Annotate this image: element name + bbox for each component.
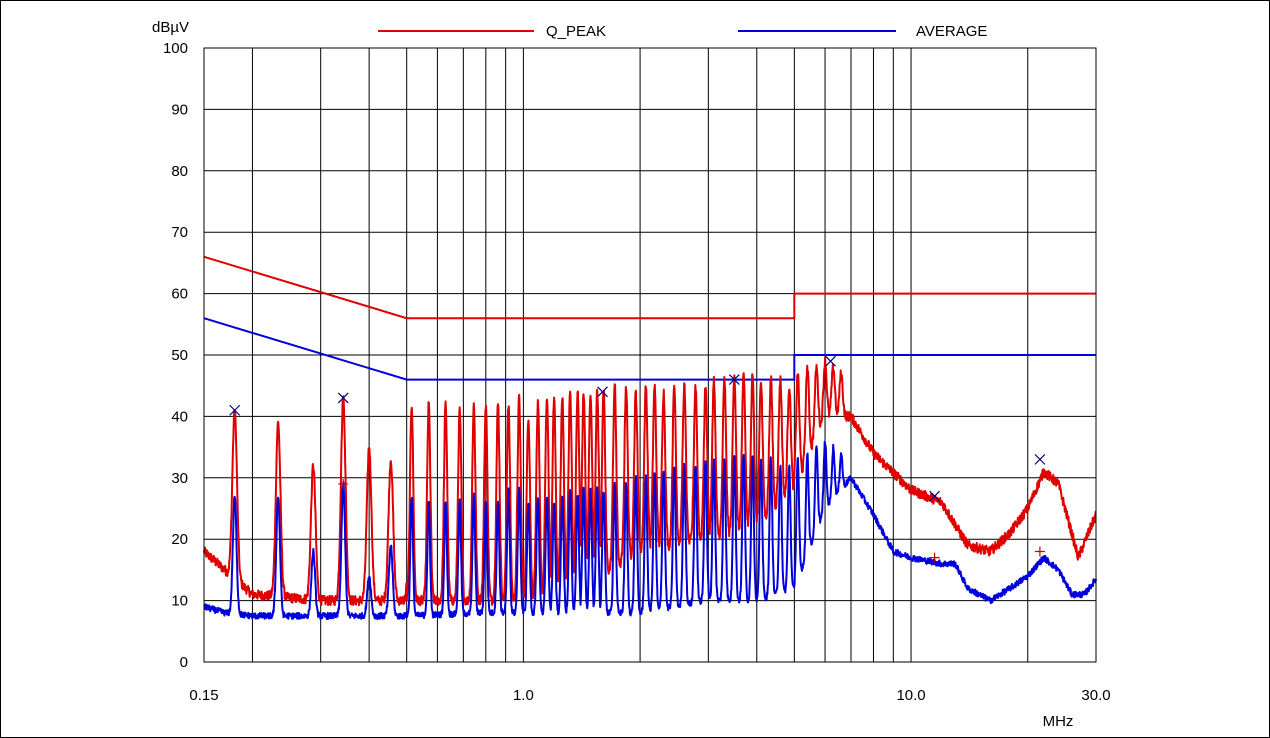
qp-marker	[825, 355, 836, 367]
markers	[229, 355, 1046, 563]
y-tick-label: 40	[171, 408, 188, 425]
y-tick-label: 0	[180, 654, 188, 671]
y-tick-label: 50	[171, 347, 188, 364]
avg-marker	[1034, 546, 1045, 557]
y-tick-label: 60	[171, 286, 188, 303]
x-tick-label: 1.0	[513, 687, 534, 704]
limit-line	[203, 317, 1096, 381]
y-tick-label: 100	[163, 40, 188, 57]
qp-marker	[1034, 453, 1046, 465]
legend: Q_PEAK AVERAGE	[378, 23, 987, 40]
qp-marker	[929, 490, 940, 502]
qp-marker	[728, 374, 740, 385]
qpeak-trace	[203, 356, 1097, 607]
avg-marker	[338, 478, 349, 489]
y-tick-label: 20	[171, 531, 188, 548]
plot-border	[203, 47, 1097, 663]
qp-marker	[229, 404, 241, 416]
y-tick-label: 30	[171, 470, 188, 487]
traces	[203, 356, 1097, 620]
y-axis-label: dBµV	[152, 19, 189, 36]
qp-marker	[597, 386, 608, 398]
axes: 0 10 20 30 40 50 60 70 80 90 100 0.15 1.0 10.0 30.0 dBµ…	[152, 19, 1111, 730]
y-tick-label: 90	[171, 101, 188, 118]
limit-lines	[203, 255, 1096, 381]
x-axis-label: MHz	[1043, 713, 1074, 730]
qp-marker	[337, 392, 349, 404]
x-tick-label: 30.0	[1081, 687, 1110, 704]
legend-label: AVERAGE	[916, 23, 987, 40]
average-trace	[203, 440, 1097, 620]
y-tick-label: 10	[171, 593, 188, 610]
legend-label: Q_PEAK	[546, 23, 606, 40]
limit-line	[203, 255, 1096, 320]
y-tick-label: 70	[171, 224, 188, 241]
avg-marker	[929, 552, 940, 563]
y-tick-label: 80	[171, 163, 188, 180]
x-tick-label: 10.0	[896, 687, 925, 704]
x-tick-label: 0.15	[189, 687, 218, 704]
grid	[204, 47, 1096, 663]
